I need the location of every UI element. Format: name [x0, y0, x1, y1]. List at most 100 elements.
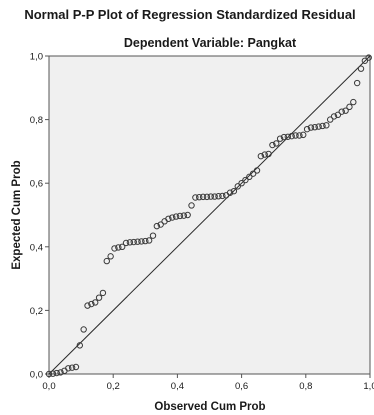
data-point [57, 369, 64, 376]
data-point [215, 193, 222, 200]
data-point [273, 140, 280, 147]
data-point [330, 113, 338, 120]
data-point [288, 132, 295, 140]
data-point [292, 132, 299, 139]
data-point [76, 342, 84, 349]
data-point [107, 253, 114, 260]
data-point [145, 237, 153, 244]
data-point [334, 111, 342, 119]
data-point [157, 221, 164, 228]
data-point [72, 363, 80, 371]
data-point [95, 294, 103, 301]
data-point [350, 98, 357, 106]
data-point [219, 192, 226, 200]
data-point [118, 243, 126, 251]
x-tick-label: 1,0 [363, 381, 374, 392]
data-point [303, 125, 311, 133]
data-point [53, 369, 60, 377]
x-axis-label: Observed Cum Prob [154, 401, 265, 413]
x-tick-label: 0,6 [235, 381, 248, 392]
data-point [296, 132, 303, 139]
data-point [45, 370, 53, 378]
data-point [234, 183, 241, 190]
data-point [103, 257, 110, 265]
data-point [169, 214, 176, 221]
y-tick-label: 0,2 [30, 306, 43, 317]
data-point [203, 193, 211, 201]
data-point [99, 289, 107, 297]
data-point [353, 79, 361, 87]
data-point [361, 57, 369, 64]
data-point [338, 108, 345, 115]
data-point [346, 103, 353, 111]
data-point [130, 238, 137, 246]
data-point [319, 122, 326, 130]
data-point [246, 173, 253, 181]
data-point [315, 123, 322, 130]
y-axis-ticks: 0,0 0,2 0,4 0,6 0,8 1,0 [30, 52, 49, 381]
data-point [126, 239, 134, 246]
chart-title: Normal P-P Plot of Regression Standardiz… [24, 7, 355, 22]
data-point [357, 65, 365, 72]
data-point [111, 245, 118, 252]
data-point [284, 133, 292, 140]
data-point [365, 54, 372, 61]
y-tick-label: 0,8 [30, 115, 43, 126]
data-point [307, 124, 315, 131]
x-axis-ticks: 0,0 0,2 0,4 0,6 0,8 1,0 [42, 374, 374, 392]
x-tick-label: 0,2 [107, 381, 120, 392]
data-point [165, 215, 172, 223]
data-point [300, 131, 307, 139]
data-point [199, 193, 207, 201]
data-point [207, 193, 214, 200]
y-tick-label: 0,0 [30, 370, 43, 381]
y-tick-label: 0,4 [30, 242, 43, 253]
data-point [65, 365, 72, 372]
data-points [45, 54, 372, 378]
y-axis-label: Expected Cum Prob [11, 160, 23, 269]
data-point [280, 133, 288, 141]
reference-line [48, 55, 371, 375]
data-point [342, 107, 349, 114]
data-point [122, 239, 130, 247]
data-point [265, 150, 272, 158]
data-point [49, 370, 57, 377]
data-point [253, 167, 261, 174]
data-point [80, 326, 87, 333]
data-point [196, 193, 203, 201]
data-point [142, 237, 149, 245]
data-point [276, 135, 284, 142]
chart-subtitle: Dependent Variable: Pangkat [124, 36, 297, 50]
data-point [92, 299, 99, 306]
data-point [149, 232, 157, 239]
y-tick-label: 1,0 [30, 52, 43, 63]
data-point [249, 170, 257, 177]
data-point [230, 187, 238, 195]
data-point [180, 212, 188, 219]
data-point [311, 124, 318, 131]
data-point [238, 180, 245, 187]
data-point [176, 212, 184, 220]
y-tick-label: 0,6 [30, 179, 43, 190]
data-point [153, 222, 161, 230]
data-point [188, 202, 195, 209]
data-point [323, 122, 330, 129]
data-point [269, 141, 276, 149]
data-point [68, 364, 76, 371]
data-point [138, 238, 145, 245]
data-point [226, 189, 234, 196]
data-point [192, 194, 199, 201]
data-point [88, 300, 95, 308]
data-point [326, 116, 334, 123]
data-point [184, 211, 191, 219]
x-tick-label: 0,4 [171, 381, 184, 392]
data-point [172, 213, 180, 220]
data-point [115, 244, 122, 251]
data-point [134, 238, 141, 245]
data-point [261, 151, 268, 158]
x-tick-label: 0,8 [299, 381, 312, 392]
data-point [242, 176, 249, 184]
x-tick-label: 0,0 [42, 381, 55, 392]
data-point [84, 302, 91, 309]
